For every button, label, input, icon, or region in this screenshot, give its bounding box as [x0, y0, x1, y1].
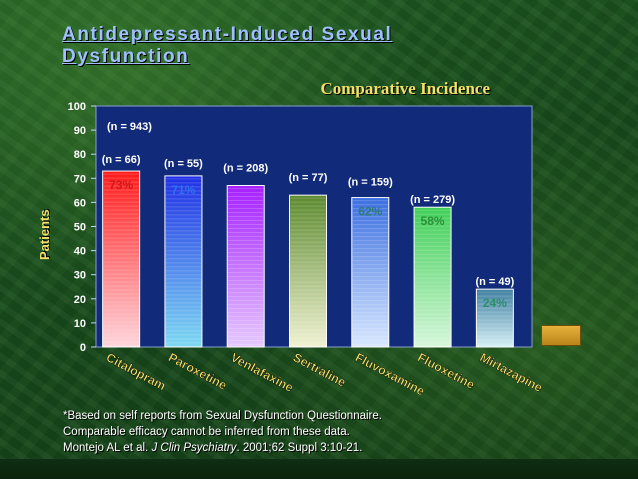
bar-mirtazapine [475, 288, 514, 348]
y-tick-label: 50 [74, 222, 86, 234]
footnote-citation: Montejo AL et al. J Clin Psychiatry. 200… [63, 440, 523, 456]
y-tick-label: 20 [74, 294, 86, 306]
y-tick-label: 60 [74, 197, 86, 209]
bar-value-label: 24% [483, 296, 507, 310]
y-tick-label: 100 [68, 101, 86, 113]
citation-journal: J Clin Psychiatry [151, 442, 237, 454]
citation-details: . 2001;62 Suppl 3:10-21. [236, 442, 363, 454]
bar-value-label: 58% [421, 214, 445, 228]
y-tick-label: 90 [74, 125, 86, 137]
slide-title: Antidepressant-Induced Sexual Dysfunctio… [62, 24, 522, 68]
slide-title-line2: Dysfunction [62, 46, 190, 67]
bar-value-label: 71% [171, 183, 195, 197]
footnote: *Based on self reports from Sexual Dysfu… [63, 408, 523, 456]
x-tick-label: Venlafaxine [228, 350, 295, 395]
footnote-line2: Comparable efficacy cannot be inferred f… [63, 426, 350, 438]
bar-n-label: (n = 77) [289, 172, 328, 184]
chart-title: Comparative Incidence [320, 79, 490, 98]
bottom-bar [0, 459, 638, 479]
plot-area: 0 10 20 30 40 50 60 70 80 90 100 (n = 943) 73% (n = 6… [68, 101, 545, 399]
x-tick-label: Citalopram [104, 350, 168, 393]
bar-n-label: (n = 66) [102, 154, 141, 166]
y-tick-label: 80 [74, 149, 86, 161]
bar-n-label: (n = 279) [410, 194, 455, 206]
slide-title-line1: Antidepressant-Induced Sexual [62, 24, 393, 45]
x-tick-label: Fluvoxamine [353, 350, 427, 398]
bar-venlafaxine [226, 185, 265, 348]
overall-n-label: (n = 943) [107, 121, 152, 133]
y-tick-label: 10 [74, 318, 86, 330]
footnote-line1: *Based on self reports from Sexual Dysfu… [63, 410, 382, 422]
y-tick-label: 0 [80, 342, 86, 354]
x-tick-label: Paroxetine [166, 350, 229, 392]
y-tick-label: 30 [74, 270, 86, 282]
bar-value-label: 62% [358, 205, 382, 219]
x-tick-label: Sertraline [291, 350, 349, 389]
bar-n-label: (n = 159) [348, 177, 393, 189]
bar-fluvoxamine [351, 197, 390, 348]
bar-n-label: (n = 55) [164, 158, 203, 170]
citation-authors: Montejo AL et al. [63, 442, 152, 454]
legend-swatch [541, 325, 581, 346]
bar-paroxetine [164, 175, 203, 348]
y-tick-label: 40 [74, 246, 86, 258]
bar-n-label: (n = 49) [475, 276, 514, 288]
bar-value-label: 73% [109, 178, 133, 192]
bar-fluoxetine [413, 206, 452, 348]
bar-n-label: (n = 208) [223, 163, 268, 175]
bar-sertraline [289, 194, 327, 348]
bar-citalopram [102, 170, 141, 348]
y-tick-label: 70 [74, 173, 86, 185]
x-tick-label: Mirtazapine [477, 350, 544, 395]
